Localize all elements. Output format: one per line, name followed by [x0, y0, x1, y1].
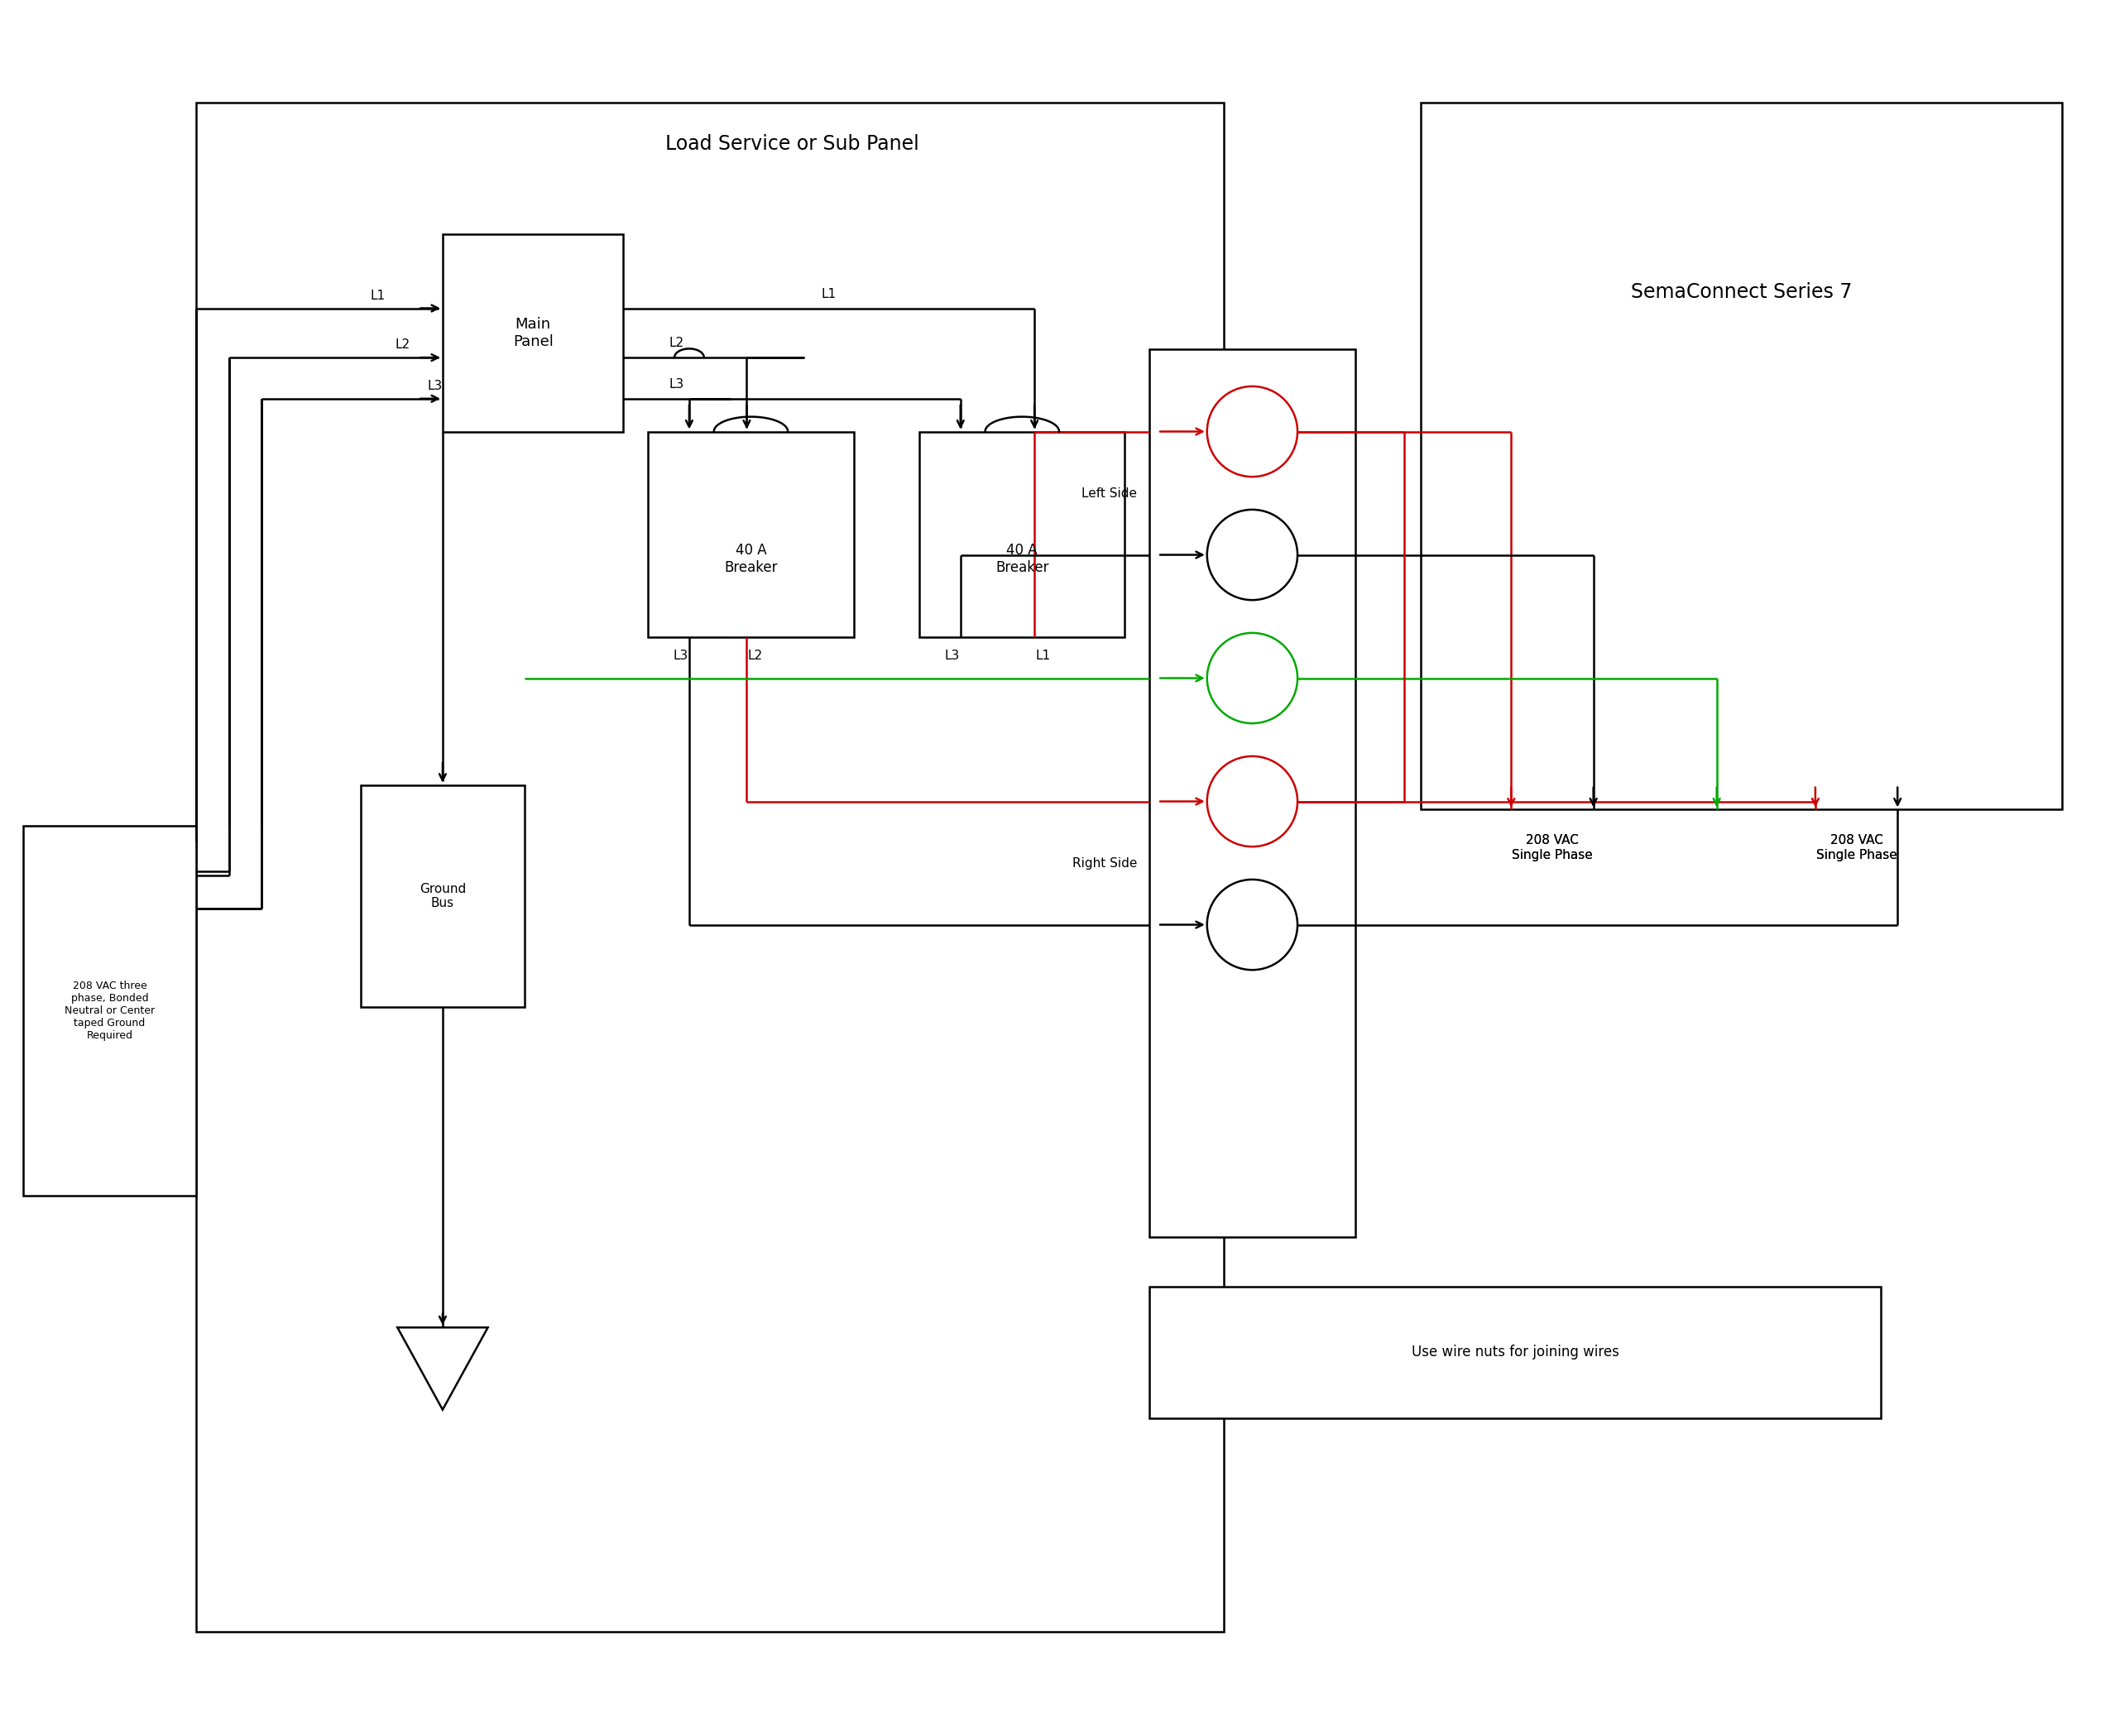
Text: Ground
Bus: Ground Bus	[420, 882, 466, 910]
Circle shape	[1207, 634, 1298, 724]
Text: Right Side: Right Side	[1072, 858, 1137, 870]
Text: L3: L3	[945, 649, 960, 661]
Text: L1: L1	[1036, 649, 1051, 661]
Circle shape	[1207, 880, 1298, 970]
Text: L2: L2	[747, 649, 762, 661]
Text: L1: L1	[369, 290, 386, 302]
Bar	[1420, 102, 2061, 809]
Text: 208 VAC
Single Phase: 208 VAC Single Phase	[1513, 835, 1593, 861]
Text: 40 A
Breaker: 40 A Breaker	[724, 543, 779, 575]
Text: L2: L2	[395, 339, 409, 351]
Text: L3: L3	[669, 378, 684, 391]
Text: 208 VAC
Single Phase: 208 VAC Single Phase	[1817, 835, 1897, 861]
Text: Main
Panel: Main Panel	[513, 318, 553, 349]
Bar	[443, 234, 622, 432]
Bar	[23, 826, 196, 1196]
Text: L1: L1	[821, 288, 836, 300]
Text: L2: L2	[669, 337, 684, 349]
Text: 208 VAC
Single Phase: 208 VAC Single Phase	[1817, 835, 1897, 861]
Text: SemaConnect Series 7: SemaConnect Series 7	[1631, 281, 1853, 302]
Text: L3: L3	[673, 649, 688, 661]
Text: Left Side: Left Side	[1082, 488, 1137, 500]
Circle shape	[1207, 757, 1298, 847]
Bar	[1150, 349, 1355, 1238]
Circle shape	[1207, 387, 1298, 477]
Bar	[361, 785, 525, 1007]
Bar	[648, 432, 855, 637]
Text: 208 VAC
Single Phase: 208 VAC Single Phase	[1513, 835, 1593, 861]
Text: Load Service or Sub Panel: Load Service or Sub Panel	[665, 134, 918, 155]
Text: 40 A
Breaker: 40 A Breaker	[996, 543, 1049, 575]
Text: Use wire nuts for joining wires: Use wire nuts for joining wires	[1412, 1345, 1618, 1359]
Bar	[196, 102, 1224, 1632]
Text: 208 VAC three
phase, Bonded
Neutral or Center
taped Ground
Required: 208 VAC three phase, Bonded Neutral or C…	[65, 981, 154, 1042]
Bar	[920, 432, 1125, 637]
Circle shape	[1207, 510, 1298, 601]
Bar	[1150, 1286, 1882, 1418]
Text: L3: L3	[428, 380, 443, 392]
